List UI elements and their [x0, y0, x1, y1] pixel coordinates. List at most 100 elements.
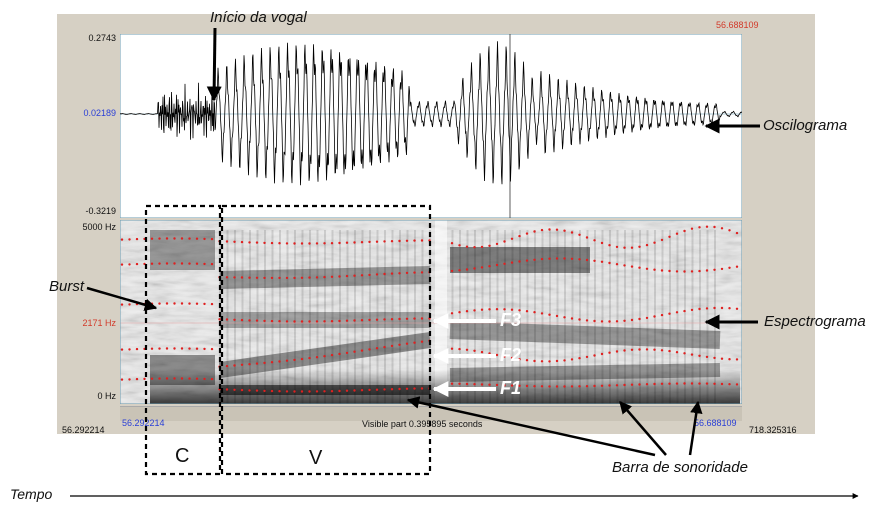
formant-dot — [525, 259, 529, 262]
formant-dot — [615, 245, 619, 249]
formant-dot — [360, 274, 364, 277]
formant-dot — [705, 307, 709, 310]
formant-dot — [668, 349, 671, 353]
formant-dot — [210, 377, 214, 381]
formant-dot — [405, 317, 409, 320]
formant-dot — [128, 303, 131, 306]
formant-dot — [645, 267, 649, 270]
formant-dot — [173, 377, 176, 380]
formant-dot — [675, 351, 679, 354]
formant-dot — [368, 240, 371, 244]
frequency-min-label: 0 Hz — [97, 391, 116, 401]
formant-dot — [188, 302, 191, 305]
formant-dot — [563, 359, 566, 362]
formant-dot — [383, 272, 386, 276]
formant-dot — [383, 388, 386, 391]
formant-dot — [150, 377, 154, 380]
formant-dot — [233, 276, 236, 279]
formant-dot — [563, 385, 566, 388]
frequency-cursor-label: 2171 Hz — [82, 318, 116, 328]
formant-dot — [315, 390, 319, 393]
formant-dot — [345, 274, 349, 278]
formant-dot — [600, 260, 604, 263]
formant-dot — [698, 226, 701, 229]
formant-dot — [683, 229, 686, 233]
formant-dot — [420, 387, 424, 390]
formant-dot — [623, 383, 626, 387]
formant-dot — [503, 262, 506, 265]
formant-dot — [728, 358, 731, 361]
formant-dot — [600, 352, 604, 356]
waveform-trace — [120, 41, 742, 186]
formant-dot — [593, 384, 596, 388]
formant-dot — [720, 357, 724, 360]
formant-dot — [255, 241, 259, 244]
formant-dot — [248, 363, 251, 366]
formant-dot — [188, 347, 191, 350]
formant-dot — [510, 356, 514, 360]
formant-dot — [248, 241, 251, 244]
formant-dot — [585, 385, 589, 388]
formant-dot — [533, 385, 536, 388]
formant-dot — [705, 382, 709, 385]
formant-dot — [525, 310, 529, 313]
formant-dot — [518, 234, 521, 238]
formant-dot — [165, 377, 169, 380]
formant-dot — [578, 357, 581, 360]
formant-dot — [270, 389, 274, 393]
formant-dot — [675, 270, 679, 273]
formant-dot — [608, 384, 611, 387]
formant-dot — [653, 315, 656, 318]
formant-dot — [705, 225, 709, 228]
formant-dot — [180, 302, 184, 305]
formant-dot — [713, 268, 716, 271]
formant-dot — [383, 345, 386, 349]
formant-dot — [165, 262, 169, 265]
formant-dot — [668, 312, 671, 315]
formant-dot — [398, 272, 401, 275]
formant-dot — [458, 347, 461, 351]
formant-dot — [315, 276, 319, 279]
formant-dot — [473, 267, 476, 270]
cursor-time-label: 56.688109 — [716, 20, 759, 30]
formant-dot — [128, 378, 131, 381]
formant-dot — [585, 319, 589, 322]
formant-dot — [405, 342, 409, 345]
formant-dot — [533, 230, 536, 233]
formant-dot — [293, 358, 296, 362]
formant-dot — [353, 241, 356, 244]
formant-dot — [158, 237, 161, 240]
formant-dot — [615, 320, 619, 323]
visible-start-time: 56.292214 — [122, 418, 165, 428]
formant-dot — [173, 347, 176, 350]
formant-dot — [525, 232, 529, 235]
formant-dot — [480, 266, 484, 269]
formant-dot — [360, 389, 364, 392]
frequency-max-label: 5000 Hz — [82, 222, 116, 232]
formant-dot — [353, 274, 356, 277]
formant-dot — [248, 276, 251, 279]
formant-dot — [548, 228, 551, 231]
formant-dot — [225, 364, 229, 368]
formant-dot — [660, 349, 664, 352]
formant-dot — [555, 314, 559, 318]
formant-dot — [270, 361, 274, 364]
voicing-bar-arrow-2 — [619, 401, 667, 456]
formant-dot — [510, 261, 514, 264]
vowel-onset-label: Início da vogal — [210, 9, 307, 26]
formant-dot — [570, 231, 574, 234]
formant-dot — [578, 385, 581, 388]
formant-dot — [398, 387, 401, 391]
formant-dot — [660, 269, 664, 272]
formant-dot — [345, 351, 349, 355]
spectrogram-label: Espectrograma — [764, 313, 866, 330]
formant-dot — [128, 348, 131, 351]
formant-dot — [480, 350, 484, 354]
formant-dot — [278, 390, 281, 393]
formant-dot — [540, 385, 544, 388]
formant-dot — [165, 237, 169, 240]
formant-dot — [458, 244, 461, 247]
formant-dot — [225, 318, 229, 321]
formant-dot — [735, 231, 739, 235]
